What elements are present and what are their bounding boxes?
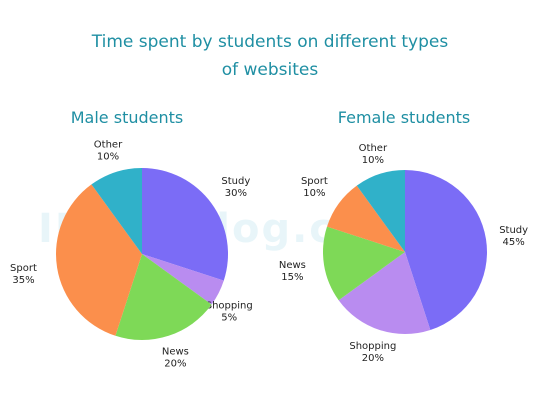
male-slice-other (91, 168, 142, 254)
male-slice-study (142, 168, 229, 281)
male-label-shopping: Shopping 5% (206, 301, 253, 324)
male-slice-sport (56, 184, 143, 336)
female-label-shopping: Shopping 20% (349, 341, 396, 364)
female-slice-other (356, 170, 405, 252)
female-label-sport: Sport 10% (301, 176, 328, 199)
chart-title-line-2: of websites (221, 60, 319, 80)
male-label-sport: Sport 35% (10, 263, 37, 286)
male-label-other: Other 10% (94, 139, 123, 162)
male-slice-shopping (142, 254, 224, 305)
male-chart-title: Male students (70, 108, 184, 127)
male-slice-news (115, 254, 212, 341)
male-label-news: News 20% (162, 347, 189, 370)
male-label-study: Study 30% (221, 176, 250, 199)
female-slice-news (323, 226, 405, 301)
female-slice-study (405, 170, 487, 330)
female-slice-shopping (338, 252, 431, 334)
female-label-other: Other 10% (359, 143, 388, 166)
female-label-study: Study 45% (499, 225, 528, 248)
female-slice-sport (327, 185, 405, 252)
chart-title: Time spent by students on different type… (0, 28, 540, 84)
female-chart-title: Female students (337, 108, 471, 127)
female-label-news: News 15% (279, 260, 306, 283)
chart-title-line-1: Time spent by students on different type… (91, 32, 449, 52)
